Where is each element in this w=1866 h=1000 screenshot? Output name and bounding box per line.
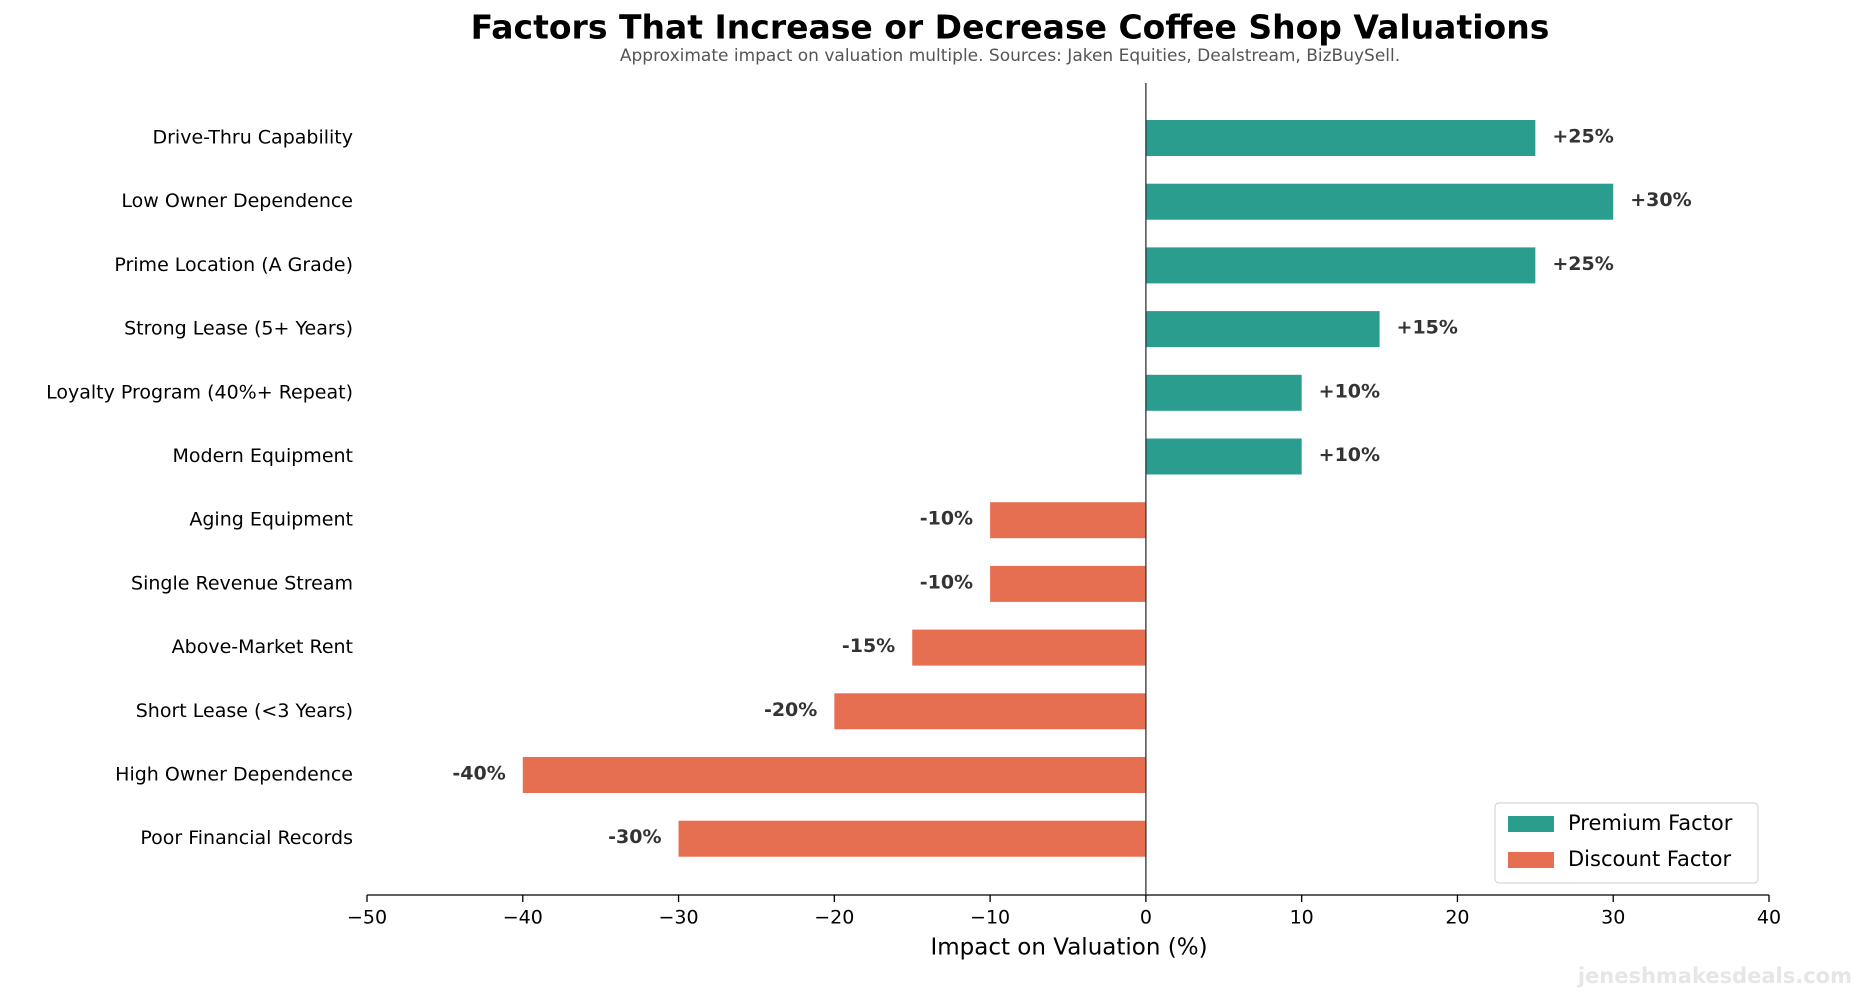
legend-label: Discount Factor [1568,847,1732,871]
y-tick-label: Prime Location (A Grade) [114,254,353,276]
y-tick-label: Loyalty Program (40%+ Repeat) [46,381,353,403]
y-tick-label: Above-Market Rent [172,636,353,658]
legend-swatch [1508,816,1554,832]
bar [990,565,1146,602]
bar [1145,183,1614,220]
bar [834,693,1146,730]
chart-subtitle: Approximate impact on valuation multiple… [620,46,1400,66]
x-tick-label: 40 [1757,907,1781,929]
value-label: +25% [1552,253,1613,275]
x-tick-label: 10 [1290,907,1314,929]
bar [1145,120,1536,156]
bar [1145,374,1302,411]
x-tick-label: −40 [503,907,543,929]
x-tick-label: 30 [1601,907,1625,929]
x-axis-label: Impact on Valuation (%) [930,935,1207,961]
value-label: -10% [920,571,973,593]
bar [990,502,1146,539]
x-tick-label: 20 [1445,907,1469,929]
watermark: jeneshmakesdeals.com [1577,964,1852,988]
bar [522,757,1146,793]
value-label: +10% [1319,380,1380,402]
legend-swatch [1508,852,1554,868]
y-tick-label: Poor Financial Records [140,827,353,849]
bar [912,629,1146,666]
value-label: -10% [920,508,973,530]
x-tick-label: −30 [659,907,699,929]
value-label: +25% [1552,126,1613,148]
y-tick-label: Modern Equipment [173,445,353,467]
bar [1145,311,1380,348]
value-label: -15% [842,635,895,657]
x-tick-label: −10 [970,907,1010,929]
x-tick-label: −50 [347,907,387,929]
value-label: -20% [764,699,817,721]
y-tick-label: Short Lease (<3 Years) [136,700,353,722]
legend-box [1494,802,1759,884]
bar [1145,438,1302,475]
legend-label: Premium Factor [1568,811,1733,835]
y-tick-label: High Owner Dependence [115,764,353,786]
bar [678,820,1146,857]
y-tick-label: Single Revenue Stream [131,572,353,594]
value-label: +30% [1630,189,1691,211]
bar [1145,247,1536,284]
value-label: +10% [1319,444,1380,466]
x-tick-label: 0 [1140,907,1152,929]
x-tick-label: −20 [814,907,854,929]
value-label: +15% [1397,317,1458,339]
value-label: -40% [452,763,505,785]
y-tick-label: Low Owner Dependence [121,190,353,212]
chart-title: Factors That Increase or Decrease Coffee… [471,8,1550,47]
y-tick-label: Drive-Thru Capability [152,127,353,149]
value-label: -30% [608,826,661,848]
y-tick-label: Strong Lease (5+ Years) [124,318,353,340]
y-tick-label: Aging Equipment [189,509,353,531]
